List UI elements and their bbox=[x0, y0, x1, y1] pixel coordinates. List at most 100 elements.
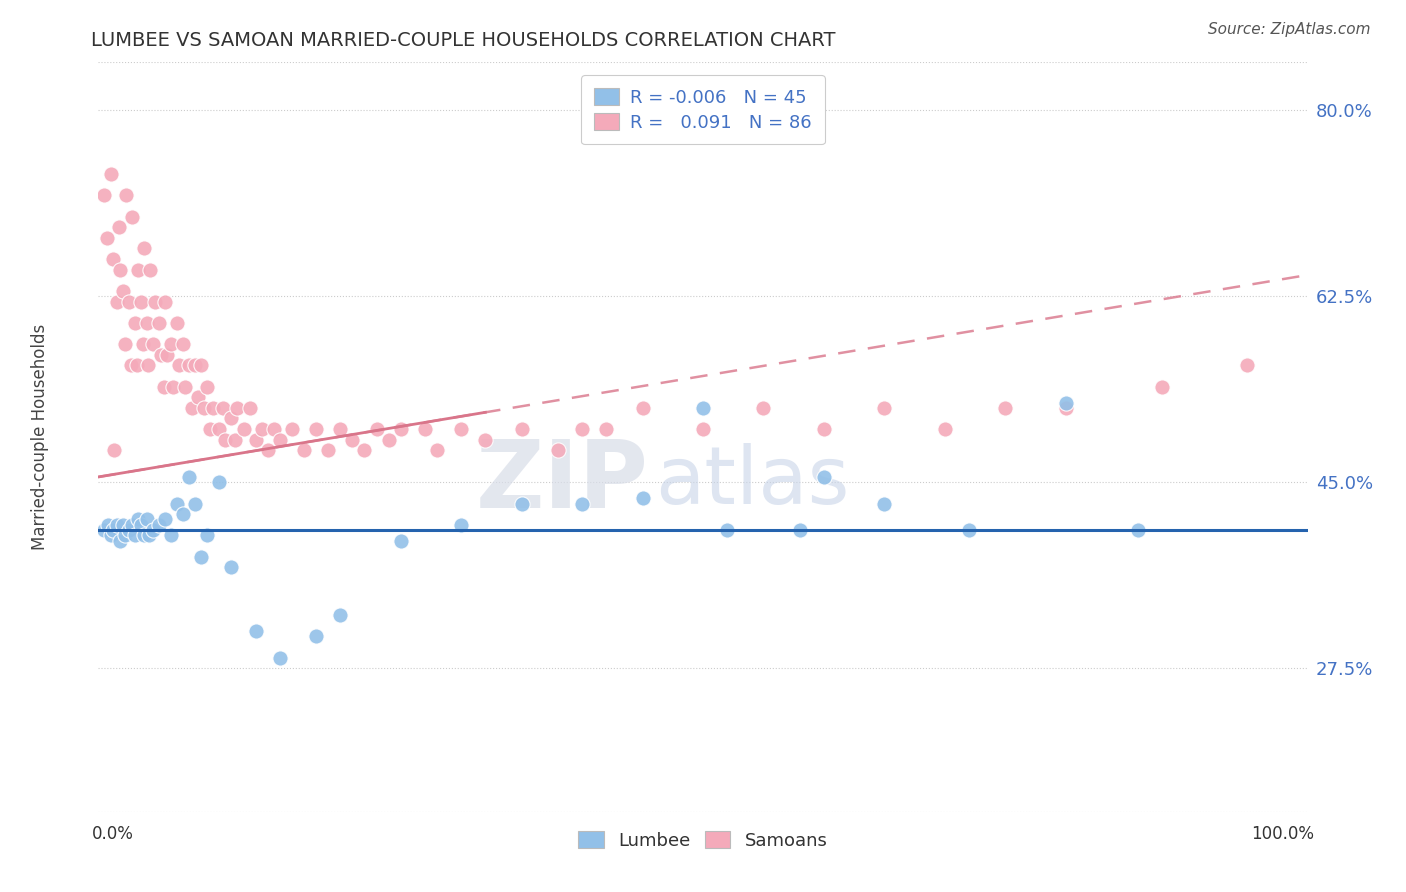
Point bbox=[873, 401, 896, 415]
Point bbox=[111, 517, 134, 532]
Point bbox=[212, 401, 235, 415]
Text: Source: ZipAtlas.com: Source: ZipAtlas.com bbox=[1208, 22, 1371, 37]
Point bbox=[813, 470, 835, 484]
Point bbox=[162, 379, 184, 393]
Point bbox=[150, 348, 173, 362]
Point bbox=[426, 443, 449, 458]
Point bbox=[118, 523, 141, 537]
Legend: Lumbee, Samoans: Lumbee, Samoans bbox=[569, 822, 837, 859]
Point bbox=[245, 433, 267, 447]
Point bbox=[269, 650, 291, 665]
Point bbox=[1128, 523, 1150, 537]
Point bbox=[329, 422, 352, 436]
Point bbox=[281, 422, 304, 436]
Point bbox=[97, 517, 120, 532]
Point bbox=[180, 401, 202, 415]
Point bbox=[101, 252, 124, 266]
Point bbox=[195, 528, 218, 542]
Point bbox=[108, 220, 131, 235]
Point bbox=[127, 262, 149, 277]
Point bbox=[239, 401, 262, 415]
Point bbox=[1054, 401, 1077, 415]
Point bbox=[135, 512, 157, 526]
Point bbox=[132, 337, 155, 351]
Point bbox=[377, 433, 399, 447]
Point bbox=[232, 422, 254, 436]
Point bbox=[789, 523, 811, 537]
Point bbox=[221, 560, 243, 574]
Point bbox=[198, 422, 221, 436]
Point bbox=[121, 210, 143, 224]
Point bbox=[138, 528, 160, 542]
Text: ZIP: ZIP bbox=[475, 436, 648, 528]
Point bbox=[305, 422, 328, 436]
Text: Married-couple Households: Married-couple Households bbox=[31, 324, 49, 550]
Point bbox=[450, 422, 472, 436]
Point bbox=[135, 316, 157, 330]
Point bbox=[129, 517, 152, 532]
Point bbox=[148, 316, 170, 330]
Point bbox=[1236, 359, 1258, 373]
Point bbox=[152, 379, 174, 393]
Point bbox=[184, 359, 207, 373]
Point bbox=[195, 379, 218, 393]
Point bbox=[134, 528, 156, 542]
Point bbox=[269, 433, 291, 447]
Point bbox=[166, 316, 188, 330]
Point bbox=[160, 528, 183, 542]
Point bbox=[366, 422, 388, 436]
Point bbox=[166, 496, 188, 510]
Point bbox=[114, 528, 136, 542]
Point bbox=[692, 401, 714, 415]
Point bbox=[595, 422, 617, 436]
Point bbox=[174, 379, 197, 393]
Point bbox=[226, 401, 249, 415]
Point bbox=[169, 359, 191, 373]
Point bbox=[190, 549, 212, 564]
Point bbox=[127, 512, 149, 526]
Point bbox=[114, 337, 136, 351]
Point bbox=[193, 401, 215, 415]
Point bbox=[105, 517, 128, 532]
Point bbox=[224, 433, 246, 447]
Text: LUMBEE VS SAMOAN MARRIED-COUPLE HOUSEHOLDS CORRELATION CHART: LUMBEE VS SAMOAN MARRIED-COUPLE HOUSEHOL… bbox=[91, 31, 837, 50]
Point bbox=[108, 262, 131, 277]
Point bbox=[153, 512, 176, 526]
Point bbox=[142, 523, 165, 537]
Point bbox=[413, 422, 436, 436]
Point bbox=[934, 422, 956, 436]
Point bbox=[752, 401, 775, 415]
Point bbox=[118, 294, 141, 309]
Point bbox=[156, 348, 179, 362]
Point bbox=[873, 496, 896, 510]
Point bbox=[813, 422, 835, 436]
Point bbox=[103, 443, 125, 458]
Point bbox=[127, 359, 149, 373]
Point bbox=[221, 411, 243, 425]
Point bbox=[389, 422, 412, 436]
Point bbox=[353, 443, 375, 458]
Point bbox=[105, 294, 128, 309]
Point bbox=[1152, 379, 1174, 393]
Point bbox=[389, 533, 412, 548]
Point bbox=[692, 422, 714, 436]
Point bbox=[571, 496, 593, 510]
Point bbox=[172, 337, 194, 351]
Point bbox=[108, 533, 131, 548]
Point bbox=[305, 629, 328, 643]
Point bbox=[329, 608, 352, 623]
Point bbox=[160, 337, 183, 351]
Point bbox=[124, 528, 146, 542]
Point bbox=[115, 188, 138, 202]
Text: atlas: atlas bbox=[655, 443, 849, 521]
Point bbox=[716, 523, 738, 537]
Point bbox=[631, 401, 654, 415]
Point bbox=[202, 401, 225, 415]
Point bbox=[292, 443, 315, 458]
Point bbox=[250, 422, 273, 436]
Text: 0.0%: 0.0% bbox=[91, 825, 134, 843]
Point bbox=[172, 507, 194, 521]
Point bbox=[136, 359, 159, 373]
Point bbox=[1054, 395, 1077, 409]
Point bbox=[124, 316, 146, 330]
